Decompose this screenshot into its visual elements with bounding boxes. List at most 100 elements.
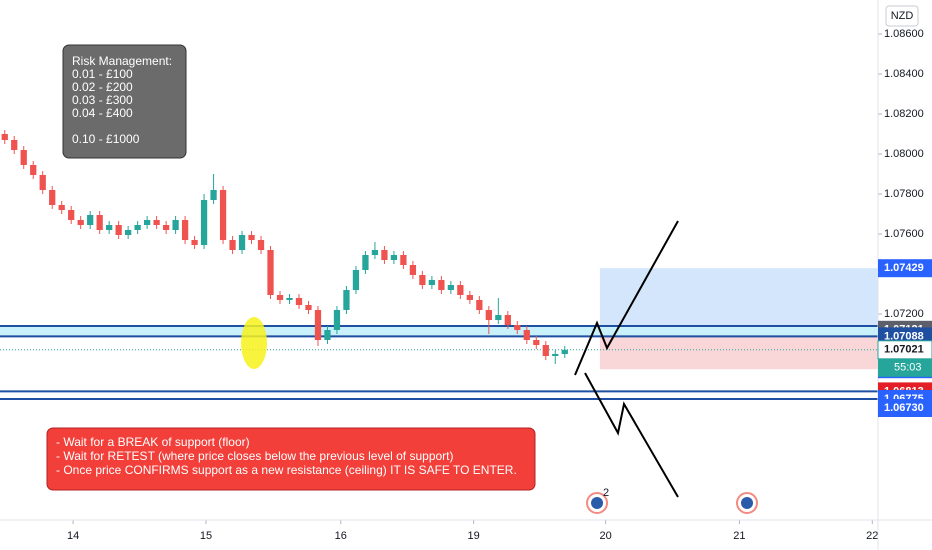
candle-body <box>476 300 483 310</box>
note-line: 0.04 - £400 <box>72 106 133 120</box>
x-tick-label: 16 <box>335 530 347 542</box>
candle-body <box>162 225 170 230</box>
y-tick-label: 1.07800 <box>884 188 924 200</box>
arrow-up <box>574 220 679 376</box>
candle-body <box>457 285 464 295</box>
y-tick-label: 1.07600 <box>884 228 924 240</box>
candle-body <box>409 265 417 275</box>
candle-body <box>181 220 189 240</box>
candle-body <box>447 285 454 290</box>
arrow-down <box>584 372 679 498</box>
note-line: Risk Management: <box>72 54 172 68</box>
candle-body <box>87 215 94 225</box>
candle-body <box>485 310 492 320</box>
candle-body <box>125 230 132 235</box>
candle-body <box>39 175 46 190</box>
rule-line: - Once price CONFIRMS support as a new r… <box>56 463 517 477</box>
candle-body <box>229 240 236 250</box>
rule-line: - Wait for RETEST (where price closes be… <box>56 449 454 463</box>
price-label: 1.07429 <box>884 262 924 274</box>
candle-body <box>333 310 341 330</box>
candle-body <box>362 255 369 270</box>
candle-body <box>276 295 284 300</box>
candle-body <box>352 270 360 290</box>
candle-body <box>96 215 103 230</box>
x-tick-label: 22 <box>866 530 878 542</box>
rule-box <box>46 427 536 491</box>
candle-body <box>115 225 122 235</box>
countdown: 55:03 <box>894 362 922 374</box>
y-tick-label: 1.08000 <box>884 148 924 160</box>
note-line: 0.10 - £1000 <box>72 132 140 146</box>
candle-body <box>49 190 56 205</box>
price-label: 1.06730 <box>884 402 924 414</box>
event-flag <box>591 497 604 509</box>
note-box <box>62 44 187 159</box>
candle-body <box>343 290 350 310</box>
candle-body <box>219 190 227 240</box>
candle-body <box>200 200 208 245</box>
price-label-bg <box>878 259 932 278</box>
note-line: 0.01 - £100 <box>72 67 133 81</box>
y-tick-label: 1.08200 <box>884 108 924 120</box>
price-label: 1.07021 <box>884 344 924 356</box>
candle-body <box>523 330 530 340</box>
candle-body <box>466 295 473 300</box>
candle-body <box>30 165 37 175</box>
candle-body <box>106 225 113 230</box>
currency: NZD <box>891 10 914 22</box>
candle-body <box>11 140 18 150</box>
candle-body <box>257 240 265 250</box>
rule-line: - Wait for a BREAK of support (floor) <box>56 435 250 449</box>
candle-body <box>419 275 426 285</box>
highlight <box>241 317 267 369</box>
candle-body <box>305 305 312 310</box>
candle-body <box>561 349 568 354</box>
currency-box <box>885 5 919 27</box>
candle-body <box>504 315 511 325</box>
candle-body <box>381 250 388 260</box>
candle-body <box>153 220 160 225</box>
candle-body <box>143 220 151 225</box>
price-label-bg <box>878 399 932 417</box>
event-count: 2 <box>603 487 609 499</box>
y-tick-label: 1.07200 <box>884 308 924 320</box>
candle-body <box>134 225 141 230</box>
candle-body <box>400 255 407 265</box>
x-tick-label: 15 <box>200 530 212 542</box>
candle-body <box>438 280 445 290</box>
candle-body <box>390 255 398 260</box>
candle-body <box>248 235 255 240</box>
candle-body <box>542 345 549 356</box>
y-tick-label: 1.08600 <box>884 28 924 40</box>
candle-body <box>20 150 27 165</box>
x-tick-label: 19 <box>468 530 480 542</box>
candle-body <box>514 325 521 330</box>
zone-fill <box>0 326 878 337</box>
candle-body <box>552 354 559 356</box>
event-flag <box>741 497 754 509</box>
price-label: 1.07088 <box>884 330 924 342</box>
candle-body <box>238 235 246 250</box>
x-tick-label: 20 <box>599 530 611 542</box>
candle-body <box>428 280 436 285</box>
x-tick-label: 21 <box>733 530 745 542</box>
note-line: 0.03 - £300 <box>72 93 133 107</box>
candle-body <box>210 190 217 200</box>
countdown-bg <box>878 358 932 377</box>
candle-body <box>324 330 331 340</box>
candle-body <box>267 250 274 295</box>
candle-body <box>77 220 84 225</box>
candle-body <box>295 298 303 305</box>
candle-body <box>58 205 65 210</box>
candle-body <box>68 210 75 220</box>
candle-body <box>314 310 322 340</box>
candle-body <box>533 340 540 345</box>
y-tick-label: 1.08400 <box>884 68 924 80</box>
candle-body <box>172 220 179 230</box>
candle-body <box>191 240 198 245</box>
candle-body <box>371 250 379 255</box>
candle-body <box>1 134 8 140</box>
note-line: 0.02 - £200 <box>72 80 133 94</box>
